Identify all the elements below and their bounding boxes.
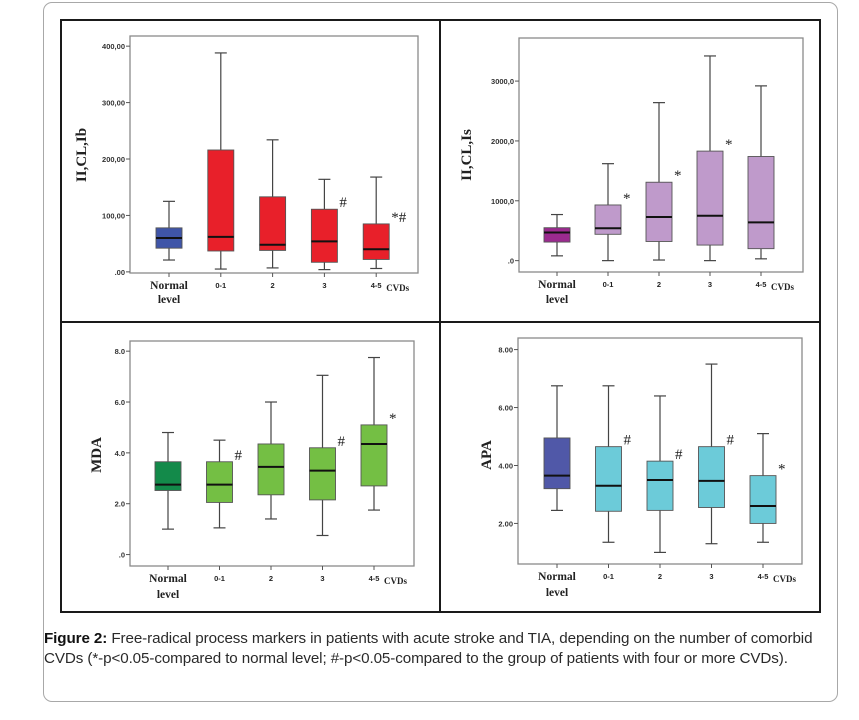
x-category-label-line2: level: [157, 589, 179, 601]
y-tick-label: 2.0: [115, 500, 125, 509]
x-category-label: Normal: [538, 279, 576, 291]
box-iqr: [259, 196, 287, 251]
x-axis-suffix: CVDs: [384, 576, 407, 586]
significance-marker: *: [623, 191, 631, 207]
significance-marker: *: [674, 168, 682, 184]
significance-marker: *: [778, 462, 786, 478]
box-iqr: [749, 475, 777, 524]
y-tick-label: 6.0: [115, 398, 125, 407]
significance-marker: #: [624, 433, 632, 449]
x-axis-suffix: CVDs: [771, 282, 794, 292]
x-category-label: 2: [658, 572, 662, 581]
y-tick-label: 300,00: [102, 99, 125, 108]
significance-marker: *: [725, 137, 733, 153]
box-iqr: [310, 208, 338, 263]
y-tick-label: 1000,0: [491, 197, 514, 206]
x-category-label: 2: [271, 281, 275, 290]
y-tick-label: 2000,0: [491, 137, 514, 146]
x-category-label: 3: [322, 281, 326, 290]
y-tick-label: 200,00: [102, 155, 125, 164]
x-category-label: 0-1: [215, 281, 226, 290]
box-iqr: [594, 204, 622, 235]
figure-caption: Figure 2: Free-radical process markers i…: [44, 629, 824, 669]
panel-divider-horizontal: [60, 321, 821, 323]
x-category-label: 2: [269, 574, 273, 583]
y-tick-label: 8.0: [115, 347, 125, 356]
x-category-label: Normal: [538, 571, 576, 583]
y-tick-label: .00: [115, 268, 125, 277]
box-iqr: [595, 446, 622, 512]
panel-divider-vertical: [439, 19, 441, 613]
x-axis-suffix: CVDs: [773, 574, 796, 584]
box-iqr: [696, 150, 724, 246]
box-iqr: [646, 460, 674, 511]
box-iqr: [360, 424, 388, 487]
x-category-label-line2: level: [546, 294, 568, 306]
significance-marker: #: [338, 434, 346, 450]
significance-marker: *: [389, 411, 397, 427]
x-category-label: Normal: [150, 280, 188, 292]
x-category-label-line2: level: [158, 294, 180, 306]
x-category-label: 4-5: [756, 280, 767, 289]
x-category-label: 3: [708, 280, 712, 289]
caption-text: Free-radical process markers in patients…: [44, 630, 813, 667]
x-category-label-line2: level: [546, 587, 568, 599]
y-axis-label: APA: [479, 440, 495, 470]
y-tick-label: 2.00: [498, 519, 513, 528]
x-category-label: 0-1: [214, 574, 225, 583]
y-tick-label: 8.00: [498, 346, 513, 355]
x-category-label: 4-5: [758, 572, 769, 581]
x-axis-suffix: CVDs: [386, 283, 409, 293]
plot-area: [518, 37, 804, 273]
box-iqr: [154, 461, 182, 491]
plot-area: [129, 35, 419, 274]
x-category-label: 4-5: [369, 574, 380, 583]
y-tick-label: 4.00: [498, 461, 513, 470]
significance-marker: #: [675, 447, 683, 463]
x-category-label: 4-5: [371, 281, 382, 290]
box-iqr: [207, 149, 235, 252]
box-iqr: [698, 446, 725, 508]
box-iqr: [206, 461, 233, 503]
box-iqr: [645, 181, 673, 242]
figure-card: [43, 2, 838, 702]
x-category-label: 0-1: [603, 280, 614, 289]
box-iqr: [543, 437, 571, 490]
y-tick-label: 4.0: [115, 449, 125, 458]
significance-marker: *#: [391, 210, 407, 226]
y-axis-label: MDA: [89, 437, 105, 473]
x-category-label: 3: [709, 572, 713, 581]
y-axis-label: II,CL,Ib: [74, 128, 90, 182]
x-category-label: Normal: [149, 573, 187, 585]
significance-marker: #: [235, 448, 243, 464]
y-tick-label: 400,00: [102, 42, 125, 51]
y-axis-label: II,CL,Is: [459, 129, 475, 181]
x-category-label: 2: [657, 280, 661, 289]
y-tick-label: .0: [508, 257, 514, 266]
y-tick-label: 100,00: [102, 211, 125, 220]
significance-marker: #: [339, 195, 347, 211]
box-iqr: [747, 156, 775, 250]
y-tick-label: 3000,0: [491, 77, 514, 86]
box-iqr: [257, 443, 285, 496]
box-iqr: [309, 447, 336, 501]
box-iqr: [543, 227, 571, 243]
y-tick-label: 6.00: [498, 404, 513, 413]
x-category-label: 0-1: [603, 572, 614, 581]
significance-marker: #: [727, 433, 735, 449]
y-tick-label: .0: [119, 551, 125, 560]
x-category-label: 3: [320, 574, 324, 583]
caption-label: Figure 2:: [44, 630, 108, 647]
box-iqr: [362, 223, 390, 260]
plot-area: [129, 340, 415, 567]
